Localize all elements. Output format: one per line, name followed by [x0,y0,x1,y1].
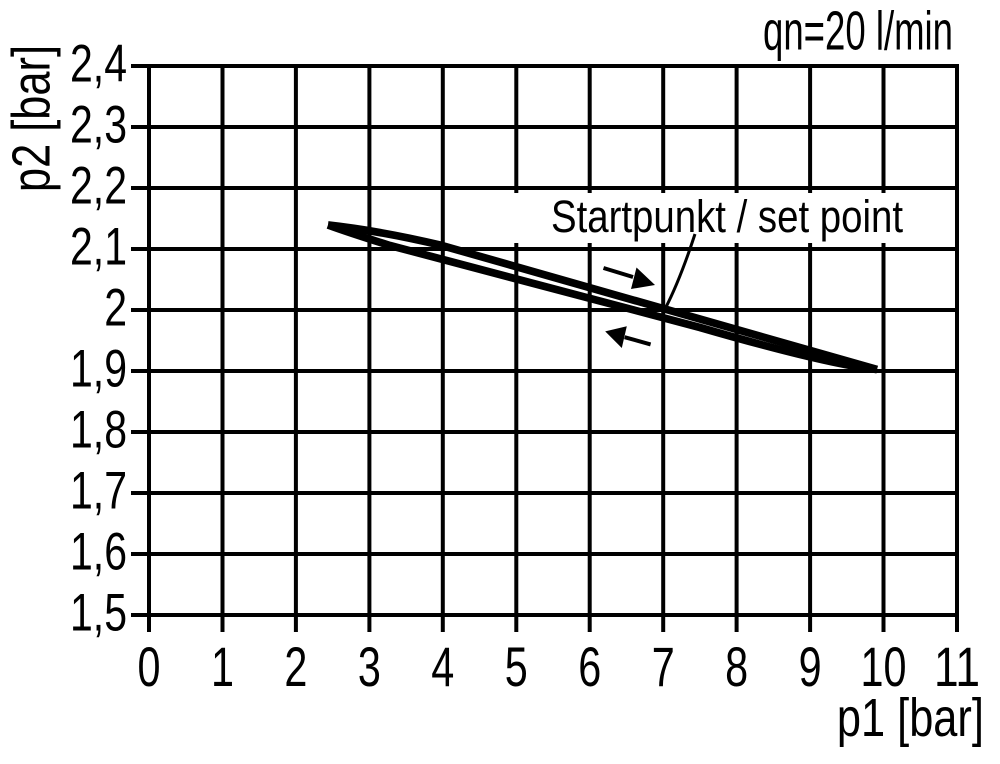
svg-text:7: 7 [652,635,675,698]
svg-text:2,1: 2,1 [70,218,127,277]
svg-text:4: 4 [431,635,454,698]
svg-text:1: 1 [211,635,234,698]
svg-text:qn=20 l/min: qn=20 l/min [763,1,953,62]
svg-text:5: 5 [505,635,528,698]
svg-text:1,6: 1,6 [70,523,127,582]
svg-text:3: 3 [358,635,381,698]
svg-text:11: 11 [934,635,980,698]
svg-text:1,9: 1,9 [70,340,127,399]
svg-text:2: 2 [104,279,127,338]
svg-text:1,7: 1,7 [70,462,127,521]
svg-text:1,8: 1,8 [70,401,127,460]
svg-text:0: 0 [138,635,161,698]
svg-text:2,3: 2,3 [70,96,127,155]
svg-text:p1 [bar]: p1 [bar] [837,688,984,748]
svg-text:Startpunkt / set point: Startpunkt / set point [551,191,903,242]
svg-text:9: 9 [799,635,822,698]
svg-text:p2 [bar]: p2 [bar] [2,45,62,192]
svg-text:2,4: 2,4 [70,35,127,94]
svg-text:6: 6 [578,635,601,698]
svg-text:1,5: 1,5 [70,584,127,643]
svg-text:8: 8 [725,635,748,698]
svg-text:2: 2 [284,635,307,698]
svg-text:2,2: 2,2 [70,157,127,216]
svg-text:10: 10 [861,635,907,698]
